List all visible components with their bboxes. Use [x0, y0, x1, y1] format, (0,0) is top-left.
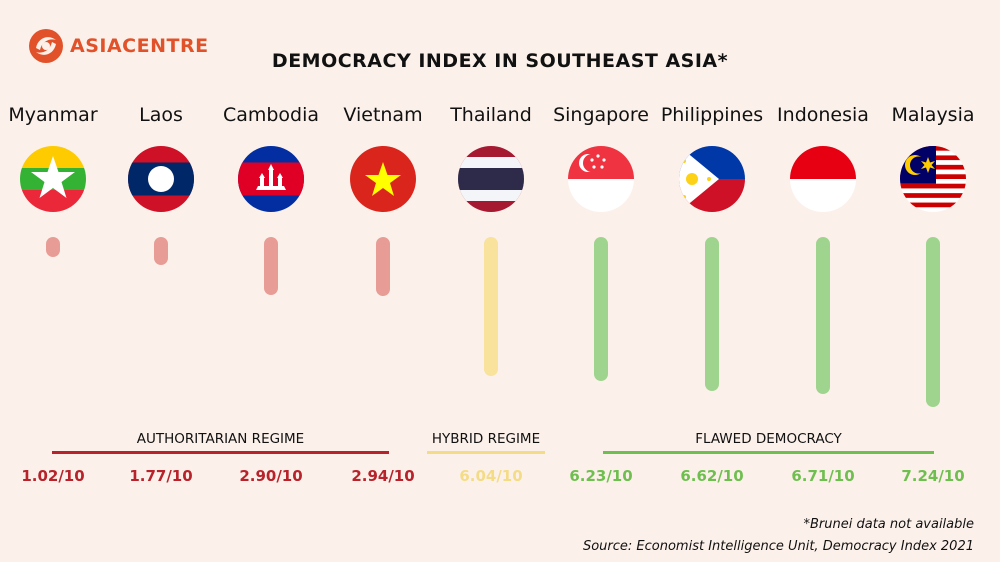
- bar-cambodia: [264, 237, 278, 295]
- country-label-myanmar: Myanmar: [8, 104, 98, 126]
- philippines-flag-icon: [679, 146, 745, 212]
- category-line-authoritarian: [52, 451, 389, 454]
- logo-text-asia: ASIA: [70, 35, 123, 57]
- bar-thailand: [484, 237, 498, 377]
- thailand-flag-icon: [458, 146, 524, 212]
- score-label-myanmar: 1.02/10: [21, 467, 85, 485]
- category-line-flawed: [603, 451, 934, 454]
- indonesia-flag-icon: [790, 146, 856, 212]
- score-label-vietnam: 2.94/10: [351, 467, 415, 485]
- country-label-malaysia: Malaysia: [891, 104, 975, 126]
- myanmar-flag-icon: [20, 146, 86, 212]
- country-label-vietnam: Vietnam: [343, 104, 423, 126]
- category-label-flawed: FLAWED DEMOCRACY: [695, 431, 842, 447]
- bar-singapore: [594, 237, 608, 382]
- score-label-thailand: 6.04/10: [459, 467, 523, 485]
- source-note: Source: Economist Intelligence Unit, Dem…: [582, 539, 974, 554]
- bar-philippines: [705, 237, 719, 392]
- score-label-indonesia: 6.71/10: [791, 467, 855, 485]
- category-label-authoritarian: AUTHORITARIAN REGIME: [136, 431, 305, 447]
- country-label-philippines: Philippines: [660, 104, 764, 126]
- footnote: *Brunei data not available: [803, 517, 975, 532]
- category-line-hybrid: [427, 451, 545, 454]
- logo-text: ASIACENTRE: [70, 35, 209, 57]
- logo-text-centre: CENTRE: [122, 35, 209, 57]
- country-label-singapore: Singapore: [553, 104, 649, 126]
- chart-title: DEMOCRACY INDEX IN SOUTHEAST ASIA*: [271, 50, 729, 72]
- bar-vietnam: [376, 237, 390, 296]
- singapore-flag-icon: [568, 146, 634, 212]
- score-label-singapore: 6.23/10: [569, 467, 633, 485]
- country-label-thailand: Thailand: [450, 104, 532, 126]
- malaysia-flag-icon: [900, 146, 966, 212]
- bar-indonesia: [816, 237, 830, 394]
- vietnam-flag-icon: [350, 146, 416, 212]
- country-label-cambodia: Cambodia: [222, 104, 320, 126]
- country-label-laos: Laos: [139, 104, 183, 126]
- score-label-malaysia: 7.24/10: [901, 467, 965, 485]
- score-label-cambodia: 2.90/10: [239, 467, 303, 485]
- cambodia-flag-icon: [238, 146, 304, 212]
- asia-centre-logo: ASIACENTRE: [28, 28, 209, 64]
- category-label-hybrid: HYBRID REGIME: [431, 431, 541, 447]
- score-label-philippines: 6.62/10: [680, 467, 744, 485]
- score-label-laos: 1.77/10: [129, 467, 193, 485]
- bar-myanmar: [46, 237, 60, 257]
- asia-centre-logo-icon: [29, 29, 63, 63]
- bar-malaysia: [926, 237, 940, 408]
- laos-flag-icon: [128, 146, 194, 212]
- country-label-indonesia: Indonesia: [777, 104, 869, 126]
- bar-laos: [154, 237, 168, 266]
